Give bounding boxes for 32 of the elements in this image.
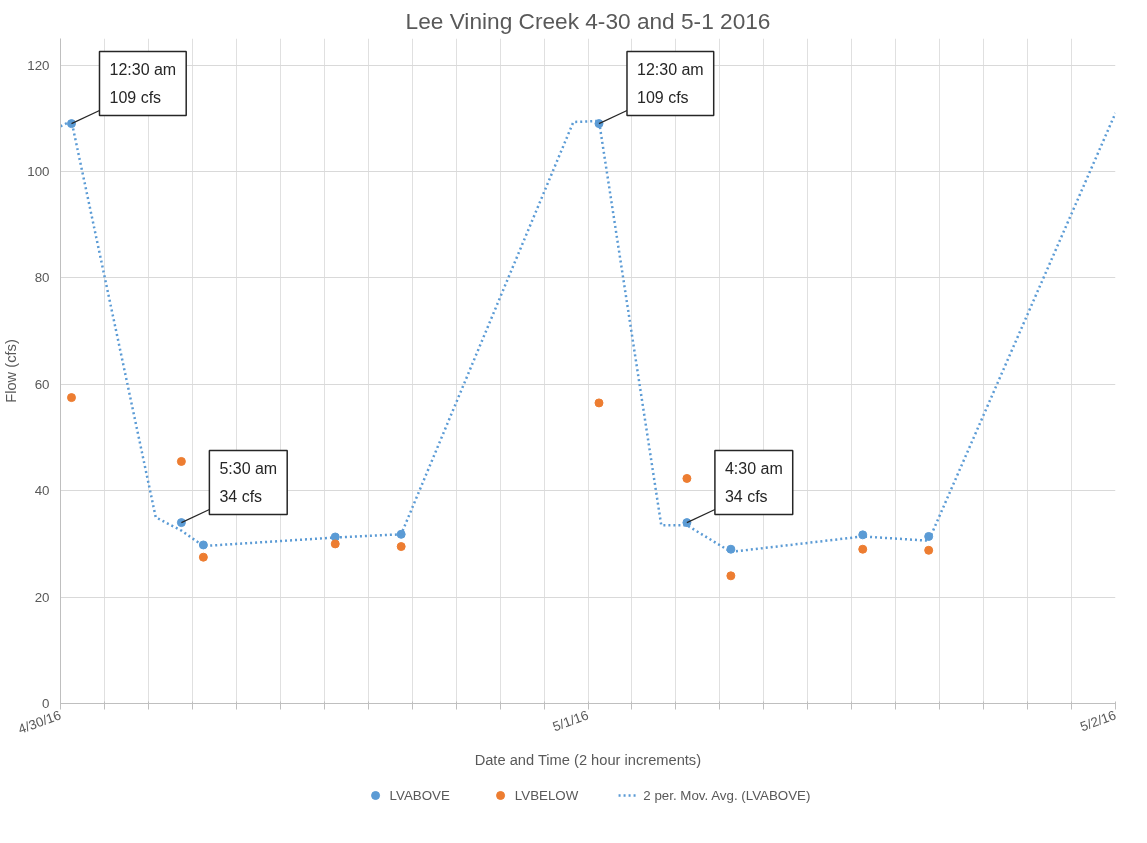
annotation: 4:30 am 34 cfs: [724, 460, 783, 505]
point: [198, 552, 208, 562]
legend-label: LVABOVE: [389, 787, 450, 803]
point: [594, 398, 604, 408]
annotation: 5:30 am 34 cfs: [219, 460, 278, 505]
chart-title: Lee Vining Creek 4-30 and 5-1 2016: [405, 7, 771, 34]
y-tick-label: 60: [34, 376, 50, 392]
point: [682, 473, 692, 483]
x-tick-label: 5/2/16: [1078, 707, 1119, 735]
point: [330, 539, 340, 549]
point: [198, 540, 208, 550]
point: [176, 518, 186, 528]
y-tick-label: 120: [27, 57, 50, 73]
point: [396, 529, 406, 539]
point: [726, 544, 736, 554]
point: [726, 571, 736, 581]
y-tick-label: 100: [27, 164, 50, 179]
point: [176, 456, 186, 466]
annotation: 12:30 am 109 cfs: [109, 61, 177, 106]
x-tick-label: 5/1/16: [550, 707, 591, 735]
x-axis-title: Date and Time (2 hour increments): [474, 751, 702, 768]
legend-label: LVBELOW: [514, 787, 579, 803]
point: [924, 545, 934, 555]
point: [858, 544, 868, 554]
annotation: 12:30 am 109 cfs: [636, 61, 704, 106]
point: [66, 393, 76, 403]
y-tick-label: 40: [34, 483, 50, 499]
legend-label: 2 per. Mov. Avg. (LVABOVE): [643, 787, 811, 803]
y-tick-label: 20: [34, 589, 50, 605]
point: [396, 542, 406, 552]
y-axis-title: Flow (cfs): [3, 339, 20, 403]
y-tick-label: 80: [34, 270, 50, 286]
